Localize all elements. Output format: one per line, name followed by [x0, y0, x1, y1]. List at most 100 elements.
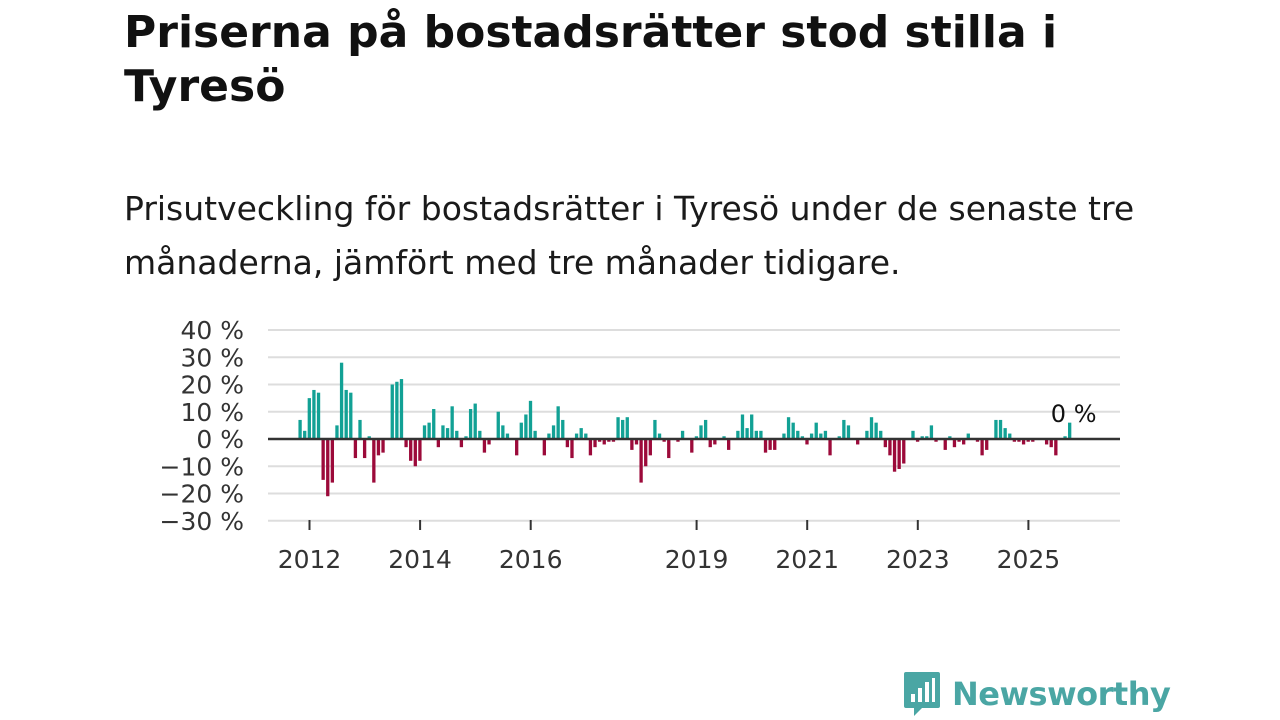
- bar: [1012, 439, 1017, 442]
- bar: [1068, 422, 1072, 439]
- newsworthy-logo[interactable]: Newsworthy: [902, 670, 1171, 718]
- bar: [335, 425, 339, 440]
- bar: [727, 439, 731, 450]
- bar: [837, 436, 841, 439]
- y-tick-label: 40 %: [180, 316, 244, 345]
- x-tick-label: 2016: [499, 545, 563, 574]
- bar: [611, 439, 616, 442]
- bar: [1031, 439, 1035, 442]
- bar: [814, 422, 818, 439]
- bar: [515, 439, 519, 456]
- bar: [326, 439, 330, 497]
- bar: [1063, 436, 1067, 439]
- x-tick-label: 2021: [775, 545, 839, 574]
- bar: [496, 411, 500, 439]
- bar: [740, 414, 745, 440]
- bar: [957, 439, 961, 442]
- x-tick-label: 2023: [886, 545, 950, 574]
- bar: [602, 439, 606, 445]
- page-subtitle: Prisutveckling för bostadsrätter i Tyres…: [124, 189, 1135, 282]
- bar: [607, 439, 611, 442]
- bar: [450, 406, 454, 439]
- bar: [754, 430, 758, 439]
- bar: [722, 436, 726, 439]
- bar: [344, 389, 348, 439]
- bar: [1026, 439, 1030, 442]
- bar: [966, 433, 970, 439]
- bar: [994, 419, 998, 439]
- bar: [312, 389, 316, 439]
- bar: [487, 439, 491, 445]
- bar: [736, 430, 740, 439]
- bar: [413, 439, 417, 467]
- bar: [846, 425, 851, 440]
- last-value-annotation: 0 %: [1051, 400, 1097, 428]
- y-axis-labels: 40 %30 %20 %10 %0 %−10 %−20 %−30 %: [160, 316, 244, 536]
- bar: [436, 439, 440, 448]
- bar: [883, 439, 887, 448]
- bar: [763, 439, 768, 453]
- bar: [809, 433, 814, 439]
- bar: [975, 439, 980, 442]
- bar: [303, 430, 307, 439]
- bar: [796, 430, 800, 439]
- bar: [699, 425, 703, 440]
- bar: [869, 417, 874, 439]
- bar: [911, 430, 915, 439]
- bar: [708, 439, 712, 448]
- x-tick-label: 2012: [278, 545, 342, 574]
- bar: [422, 425, 427, 440]
- bar: [676, 439, 680, 442]
- bar: [888, 439, 892, 456]
- y-tick-label: 20 %: [180, 371, 244, 400]
- bar: [828, 439, 832, 456]
- y-tick-label: −30 %: [160, 507, 244, 536]
- bar: [648, 439, 652, 456]
- bar: [823, 430, 828, 439]
- bar: [819, 433, 823, 439]
- bar: [703, 419, 708, 439]
- bar: [533, 430, 537, 439]
- bar: [445, 428, 450, 439]
- bar: [570, 439, 574, 459]
- bar: [409, 439, 413, 461]
- bar: [455, 430, 459, 439]
- bar: [630, 439, 634, 450]
- bar: [805, 439, 809, 445]
- bar: [307, 398, 311, 440]
- bar: [547, 433, 551, 439]
- bar: [482, 439, 487, 453]
- bar: [353, 439, 358, 459]
- x-tick-label: 2025: [997, 545, 1061, 574]
- bar: [680, 430, 685, 439]
- bar: [1008, 433, 1012, 439]
- bar: [418, 439, 422, 461]
- bar: [980, 439, 984, 456]
- bar: [372, 439, 376, 483]
- page-title: Priserna på bostadsrätter stod stilla i …: [124, 7, 1058, 112]
- bar: [528, 400, 533, 439]
- bar: [998, 419, 1003, 439]
- bar: [621, 419, 625, 439]
- bar: [644, 439, 648, 467]
- bar: [542, 439, 546, 456]
- bar: [593, 439, 597, 448]
- bar: [694, 436, 699, 439]
- bar: [584, 433, 588, 439]
- y-tick-label: 30 %: [180, 343, 244, 372]
- bar: [588, 439, 593, 456]
- bar: [759, 430, 763, 439]
- bar: [441, 425, 445, 440]
- newsworthy-logo-icon: [904, 672, 940, 716]
- bar: [561, 419, 565, 439]
- bar: [639, 439, 643, 483]
- bar: [427, 422, 431, 439]
- bar: [519, 422, 523, 439]
- bar: [395, 381, 399, 439]
- bar: [842, 419, 846, 439]
- bar: [597, 439, 602, 442]
- bar: [473, 403, 477, 439]
- bar: [786, 417, 791, 439]
- bar: [459, 439, 464, 448]
